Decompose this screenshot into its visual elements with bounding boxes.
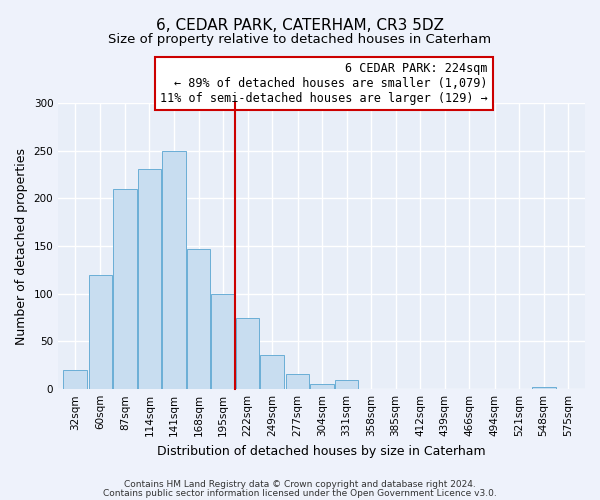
Bar [236, 318, 259, 389]
Bar [211, 294, 235, 389]
Y-axis label: Number of detached properties: Number of detached properties [15, 148, 28, 344]
Bar [310, 384, 334, 389]
Text: Contains public sector information licensed under the Open Government Licence v3: Contains public sector information licen… [103, 489, 497, 498]
Text: 6 CEDAR PARK: 224sqm
← 89% of detached houses are smaller (1,079)
11% of semi-de: 6 CEDAR PARK: 224sqm ← 89% of detached h… [160, 62, 488, 105]
Bar [286, 374, 310, 389]
Text: Contains HM Land Registry data © Crown copyright and database right 2024.: Contains HM Land Registry data © Crown c… [124, 480, 476, 489]
Text: Size of property relative to detached houses in Caterham: Size of property relative to detached ho… [109, 32, 491, 46]
Bar [187, 249, 211, 389]
X-axis label: Distribution of detached houses by size in Caterham: Distribution of detached houses by size … [157, 444, 486, 458]
Bar [113, 189, 137, 389]
Bar [532, 388, 556, 389]
Bar [63, 370, 87, 389]
Bar [335, 380, 358, 389]
Bar [260, 355, 284, 389]
Bar [137, 169, 161, 389]
Bar [89, 274, 112, 389]
Text: 6, CEDAR PARK, CATERHAM, CR3 5DZ: 6, CEDAR PARK, CATERHAM, CR3 5DZ [156, 18, 444, 32]
Bar [162, 150, 186, 389]
